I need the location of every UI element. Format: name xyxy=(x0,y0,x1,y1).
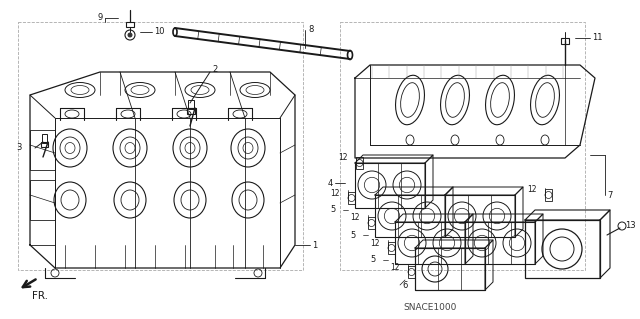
Text: 1: 1 xyxy=(312,241,317,249)
Bar xyxy=(340,22,585,270)
Bar xyxy=(545,189,552,201)
Text: 2: 2 xyxy=(212,65,217,75)
Bar xyxy=(187,108,195,114)
Bar xyxy=(188,100,194,109)
Text: 5: 5 xyxy=(351,231,356,240)
Bar xyxy=(561,38,569,44)
Text: 7: 7 xyxy=(607,190,612,199)
Bar xyxy=(30,180,55,220)
Bar xyxy=(41,142,48,147)
Bar xyxy=(18,22,303,270)
Text: 5: 5 xyxy=(331,205,336,214)
Text: 12: 12 xyxy=(527,186,537,195)
Text: 10: 10 xyxy=(154,27,164,36)
Text: 12: 12 xyxy=(371,239,380,248)
Text: FR.: FR. xyxy=(32,291,48,301)
Bar xyxy=(408,266,415,278)
Circle shape xyxy=(128,33,132,37)
Bar xyxy=(388,242,395,254)
Bar xyxy=(348,192,355,204)
Bar xyxy=(525,220,600,278)
Text: 3: 3 xyxy=(17,144,22,152)
Bar xyxy=(30,130,55,170)
Text: 5: 5 xyxy=(371,256,376,264)
Text: 12: 12 xyxy=(390,263,400,271)
Text: 8: 8 xyxy=(308,26,314,34)
Bar xyxy=(42,134,47,143)
Bar xyxy=(395,222,465,264)
Bar xyxy=(126,22,134,27)
Text: 12: 12 xyxy=(339,153,348,162)
Text: 9: 9 xyxy=(98,13,103,23)
Text: 4: 4 xyxy=(328,179,333,188)
Text: 11: 11 xyxy=(592,33,602,42)
Text: 12: 12 xyxy=(330,189,340,197)
Bar xyxy=(368,217,375,229)
Text: 12: 12 xyxy=(351,213,360,222)
Bar xyxy=(445,195,515,237)
Bar xyxy=(415,248,485,290)
Bar xyxy=(375,195,445,237)
Text: 13: 13 xyxy=(625,220,636,229)
Text: 6: 6 xyxy=(403,280,408,290)
Text: SNACE1000: SNACE1000 xyxy=(403,303,457,313)
Bar xyxy=(415,248,485,290)
Bar xyxy=(355,163,425,208)
Bar xyxy=(465,222,535,264)
Bar xyxy=(356,157,363,169)
